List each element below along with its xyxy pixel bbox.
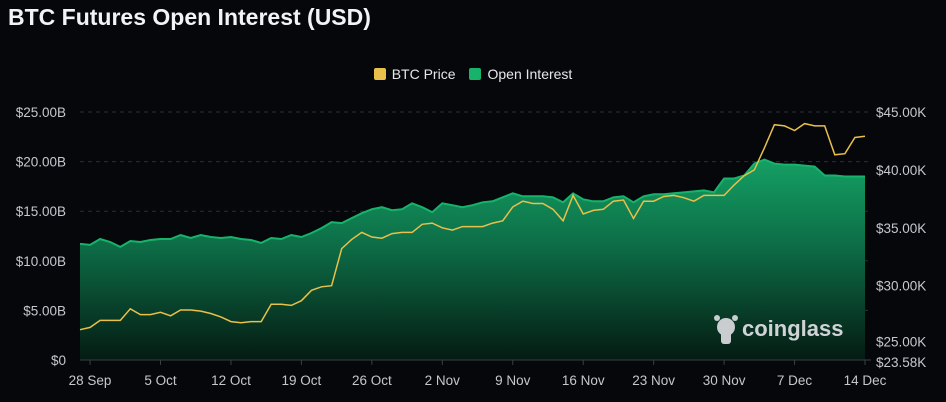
y-left-tick-label: $5.00B [23, 303, 66, 318]
y-right-tick-label: $23.58K [876, 355, 926, 370]
y-right-tick-label: $25.00K [876, 335, 926, 350]
chart-title: BTC Futures Open Interest (USD) [8, 4, 371, 30]
x-tick-label: 12 Oct [211, 373, 251, 388]
x-tick-label: 28 Sep [69, 373, 112, 388]
y-right-tick-label: $30.00K [876, 279, 926, 294]
x-tick-label: 30 Nov [703, 373, 746, 388]
y-left-tick-label: $20.00B [16, 155, 66, 170]
legend-label: Open Interest [487, 66, 573, 82]
x-tick-label: 9 Nov [495, 373, 531, 388]
open-interest-line [79, 158, 865, 249]
legend-item-btc-price[interactable]: BTC Price [373, 66, 456, 82]
x-tick-label: 7 Dec [777, 373, 813, 388]
coinglass-logo-icon [714, 315, 738, 344]
y-right-tick-label: $45.00K [876, 105, 926, 120]
legend: BTC Price Open Interest [0, 66, 946, 82]
y-left-tick-label: $10.00B [16, 254, 66, 269]
x-tick-label: 2 Nov [425, 373, 461, 388]
y-left-tick-label: $25.00B [16, 105, 66, 120]
open-interest-area [80, 159, 865, 360]
y-left-tick-label: $15.00B [16, 204, 66, 219]
y-right-tick-label: $35.00K [876, 221, 926, 236]
legend-swatch-oi [469, 68, 482, 80]
legend-item-open-interest[interactable]: Open Interest [469, 66, 572, 82]
watermark-text: coinglass [742, 316, 843, 341]
y-right-tick-label: $40.00K [876, 163, 926, 178]
legend-swatch-price [373, 68, 386, 80]
x-tick-label: 14 Dec [844, 373, 887, 388]
y-left-tick-label: $0 [51, 353, 66, 368]
x-tick-label: 5 Oct [144, 373, 177, 388]
x-tick-label: 19 Oct [282, 373, 322, 388]
x-tick-label: 23 Nov [632, 373, 675, 388]
coinglass-watermark: coinglass [714, 315, 843, 344]
x-tick-label: 16 Nov [562, 373, 605, 388]
btc-price-line [79, 122, 866, 331]
x-tick-label: 26 Oct [352, 373, 392, 388]
legend-label: BTC Price [391, 66, 456, 82]
